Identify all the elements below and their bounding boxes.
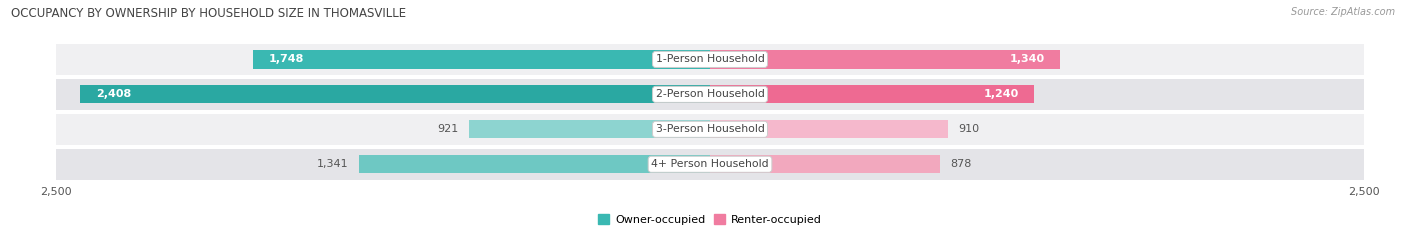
Text: 1-Person Household: 1-Person Household	[655, 55, 765, 64]
Bar	[56, 114, 1364, 145]
Bar	[710, 50, 1060, 69]
Bar	[470, 120, 710, 138]
Bar	[710, 155, 939, 173]
Text: 1,748: 1,748	[269, 55, 304, 64]
Text: 2-Person Household: 2-Person Household	[655, 89, 765, 99]
Text: OCCUPANCY BY OWNERSHIP BY HOUSEHOLD SIZE IN THOMASVILLE: OCCUPANCY BY OWNERSHIP BY HOUSEHOLD SIZE…	[11, 7, 406, 20]
Bar	[56, 44, 1364, 75]
Bar	[80, 85, 710, 103]
Bar	[56, 79, 1364, 110]
Bar	[710, 120, 948, 138]
Text: Source: ZipAtlas.com: Source: ZipAtlas.com	[1291, 7, 1395, 17]
Text: 921: 921	[437, 124, 458, 134]
Text: 1,340: 1,340	[1010, 55, 1045, 64]
Text: 2,408: 2,408	[96, 89, 131, 99]
Text: 1,240: 1,240	[983, 89, 1018, 99]
Bar	[710, 85, 1035, 103]
Legend: Owner-occupied, Renter-occupied: Owner-occupied, Renter-occupied	[593, 210, 827, 229]
Text: 3-Person Household: 3-Person Household	[655, 124, 765, 134]
Text: 910: 910	[959, 124, 980, 134]
Text: 878: 878	[950, 159, 972, 169]
Text: 1,341: 1,341	[318, 159, 349, 169]
Bar	[56, 149, 1364, 180]
Bar	[360, 155, 710, 173]
Text: 4+ Person Household: 4+ Person Household	[651, 159, 769, 169]
Bar	[253, 50, 710, 69]
